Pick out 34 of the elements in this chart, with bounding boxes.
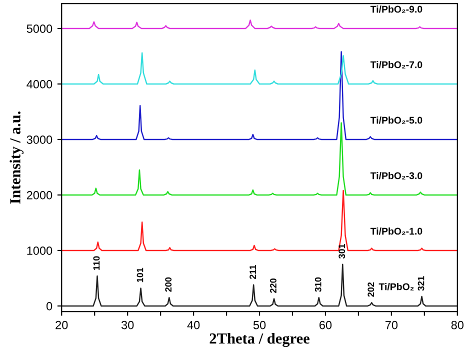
annotation: 211	[250, 265, 256, 280]
x-tick-label: 20	[56, 320, 68, 330]
y-tick-label: 2000	[26, 191, 52, 200]
series-label: Ti/PbO₂-7.0	[370, 61, 422, 68]
annotation: 101	[136, 268, 144, 282]
annotation: 321	[418, 276, 424, 291]
x-tick-label: 70	[385, 320, 398, 330]
x-tick-label: 30	[121, 320, 134, 330]
annotation: 310	[314, 277, 322, 292]
y-tick-label: 3000	[26, 136, 52, 144]
annotation: 301	[338, 244, 346, 259]
x-tick-label: 40	[187, 320, 200, 330]
y-tick-label: 0	[46, 302, 52, 310]
annotation: 220	[270, 278, 276, 293]
annotation: 110	[93, 256, 100, 270]
series-label: Ti/PbO₂-9.0	[370, 6, 422, 13]
annotation: 202	[368, 282, 374, 297]
line-series	[62, 52, 458, 85]
x-axis-title: 2Theta / degree	[210, 332, 310, 347]
series-label: Ti/PbO₂-1.0	[370, 228, 422, 235]
line-series	[62, 51, 458, 140]
line-series	[62, 20, 458, 30]
y-tick-label: 1000	[27, 246, 52, 255]
x-tick-label: 50	[253, 320, 266, 330]
annotation: 200	[165, 277, 172, 292]
y-tick-label: 5000	[26, 24, 52, 33]
y-tick-label: 4000	[26, 80, 52, 88]
series-label: Ti/PbO₂-3.0	[370, 172, 422, 180]
x-tick-label: 80	[451, 320, 464, 330]
y-axis-title: Intensity / a.u.	[10, 112, 24, 204]
series-label: Ti/PbO₂-5.0	[370, 116, 422, 124]
series-label: Ti/PbO₂	[378, 283, 414, 290]
x-tick-label: 60	[320, 320, 332, 330]
line-series	[62, 122, 458, 196]
